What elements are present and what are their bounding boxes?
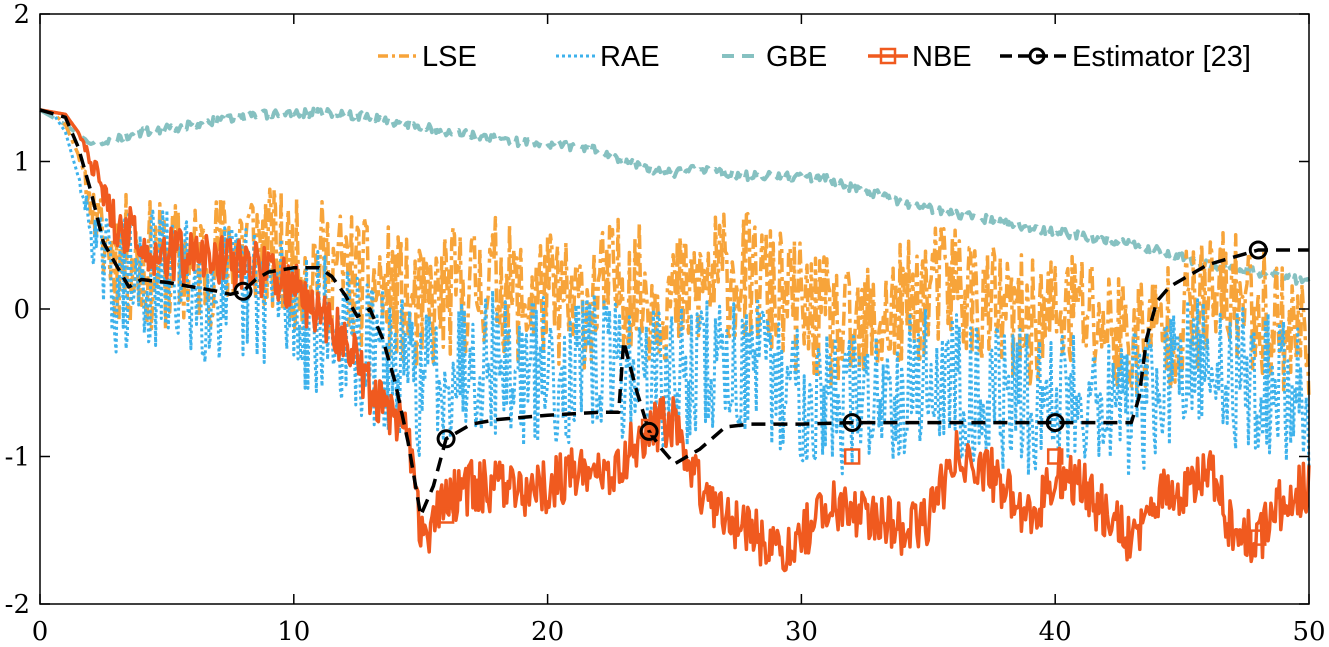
legend-marker-estimator xyxy=(1028,47,1046,65)
legend-label-gbe: GBE xyxy=(766,41,827,73)
y-tick-label: 2 xyxy=(13,0,30,30)
estimator-marker xyxy=(233,281,253,301)
x-tick-label: 40 xyxy=(1039,617,1072,647)
nbe-marker xyxy=(1249,529,1267,546)
estimator-marker xyxy=(1045,413,1065,433)
x-tick-label: 10 xyxy=(277,617,310,647)
legend-label-nbe: NBE xyxy=(912,41,972,73)
series-line-lse xyxy=(39,108,1311,400)
y-tick-label: 0 xyxy=(13,295,30,325)
axes: 0 10 20 30 40 50 -2 -1 0 1 2 xyxy=(5,0,1326,647)
estimator-marker xyxy=(639,421,659,441)
x-tick-label: 30 xyxy=(785,617,818,647)
y-tick-label: -1 xyxy=(5,443,30,473)
x-tick-label: 20 xyxy=(531,617,564,647)
nbe-marker xyxy=(234,256,252,273)
estimator-marker xyxy=(842,413,862,433)
legend-label-rae: RAE xyxy=(600,41,660,73)
y-tick-label: -2 xyxy=(5,590,30,620)
legend-marker-nbe xyxy=(879,47,897,65)
nbe-marker xyxy=(843,448,861,465)
series-line-rae xyxy=(39,108,1311,478)
series-layer xyxy=(39,106,1311,573)
series-line-nbe xyxy=(39,108,1311,573)
series-line-gbe xyxy=(39,106,1311,286)
series-line-estimator-23 xyxy=(39,108,1309,518)
nbe-marker xyxy=(437,507,455,524)
marker-layer xyxy=(233,240,1268,546)
estimator-marker xyxy=(1248,240,1268,260)
y-tick-label: 1 xyxy=(13,148,30,178)
x-tick-label: 50 xyxy=(1292,617,1325,647)
nbe-marker xyxy=(1046,448,1064,465)
legend-label-lse: LSE xyxy=(422,41,477,73)
legend-label-estimator: Estimator [23] xyxy=(1072,41,1251,73)
legend: LSE RAE GBE NBE Estimator [23] xyxy=(378,41,1251,73)
estimator-marker xyxy=(436,429,456,449)
x-tick-label: 0 xyxy=(32,617,49,647)
